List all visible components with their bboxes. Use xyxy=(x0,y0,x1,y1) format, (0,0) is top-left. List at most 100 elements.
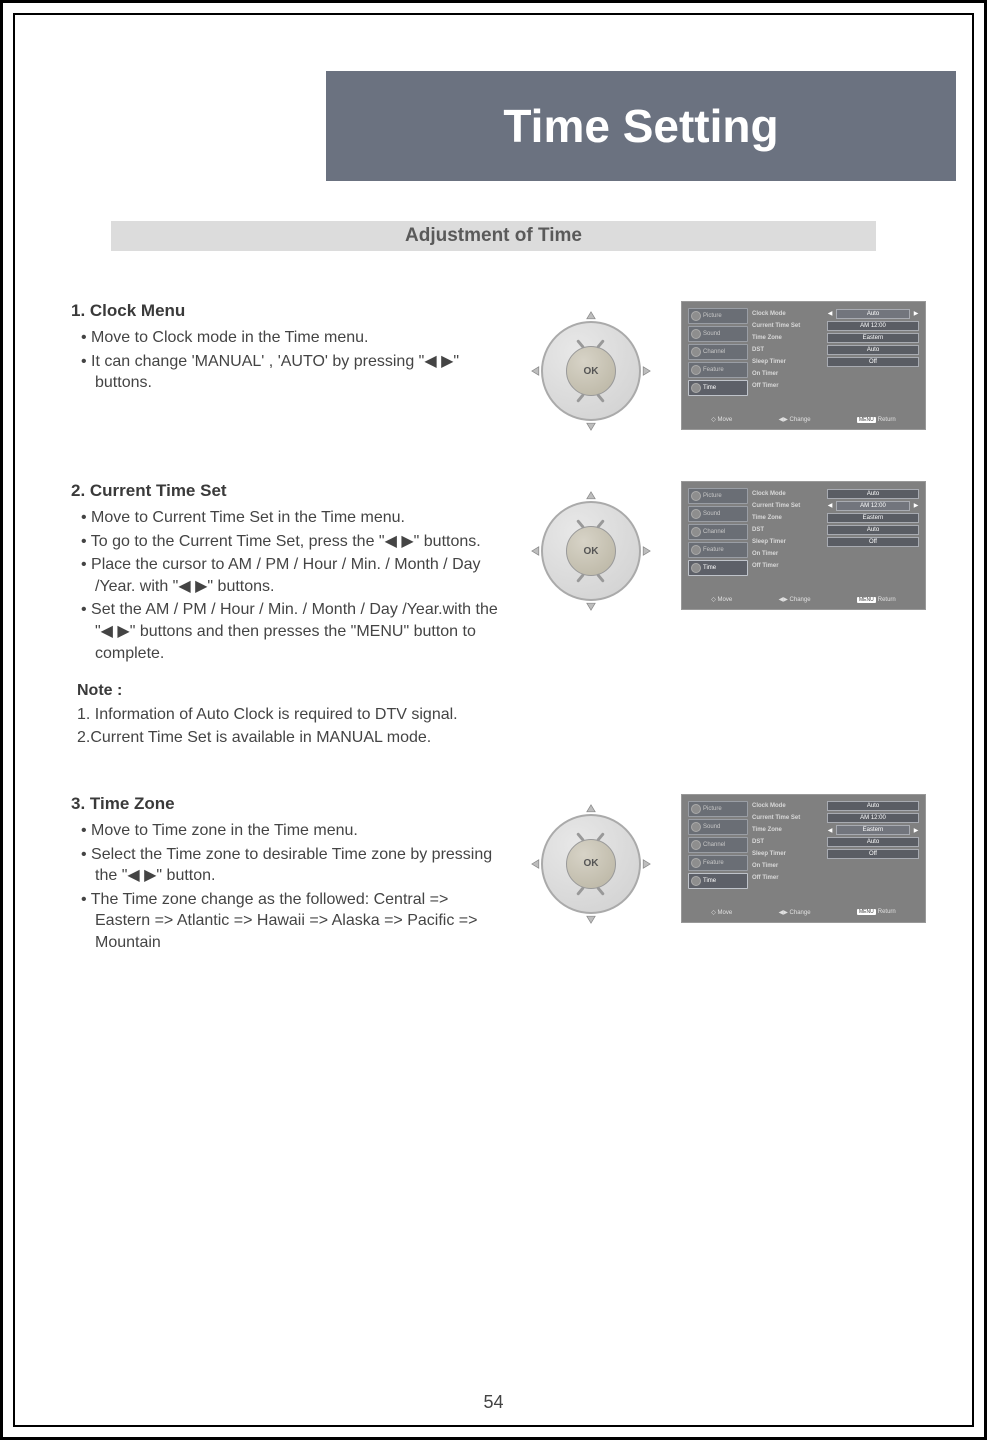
step-1-bullets: Move to Clock mode in the Time menu. It … xyxy=(71,327,501,394)
page-number: 54 xyxy=(3,1392,984,1413)
osd-row: Clock ModeAuto xyxy=(752,488,919,499)
osd-row: Clock ModeAuto xyxy=(752,801,919,812)
osd-row-value: Auto xyxy=(836,309,910,319)
note-line-1: 1. Information of Auto Clock is required… xyxy=(77,704,501,726)
osd-row-label: On Timer xyxy=(752,551,824,557)
osd-row-value: AM 12:00 xyxy=(836,501,910,511)
osd-tab-label: Feature xyxy=(703,860,724,866)
osd-sidebar: PictureSoundChannelFeatureTime xyxy=(688,801,748,889)
osd-tab-feature: Feature xyxy=(688,855,748,871)
osd-row-value: Eastern xyxy=(836,825,910,835)
osd-row-value: Auto xyxy=(827,345,919,355)
osd-foot-move: ◇ Move xyxy=(711,909,732,916)
osd-row: Current Time SetAM 12:00 xyxy=(752,320,919,331)
osd-tab-icon xyxy=(691,545,701,555)
step-2-bullets: Move to Current Time Set in the Time men… xyxy=(71,507,501,664)
step-2-text: 2. Current Time Set Move to Current Time… xyxy=(71,481,501,749)
dpad-up-icon xyxy=(582,487,600,505)
step-3-bullet-3: The Time zone change as the followed: Ce… xyxy=(81,889,501,954)
dpad-illustration-2: OK xyxy=(521,481,661,611)
step-1-heading: 1. Clock Menu xyxy=(71,301,501,321)
page-title-banner: Time Setting xyxy=(326,71,956,181)
osd-tab-label: Sound xyxy=(703,331,720,337)
osd-row: Sleep TimerOff xyxy=(752,536,919,547)
step-1-text: 1. Clock Menu Move to Clock mode in the … xyxy=(71,301,501,396)
dpad-right-icon xyxy=(637,362,655,380)
osd-tab-label: Time xyxy=(703,878,716,884)
left-arrow-icon: ◀ xyxy=(827,827,833,834)
osd-tab-picture: Picture xyxy=(688,308,748,324)
step-2-note: Note : 1. Information of Auto Clock is r… xyxy=(77,682,501,749)
body-area: 1. Clock Menu Move to Clock mode in the … xyxy=(71,301,916,996)
osd-row: Off Timer xyxy=(752,380,919,391)
osd-tab-feature: Feature xyxy=(688,362,748,378)
step-1-bullet-1: Move to Clock mode in the Time menu. xyxy=(81,327,501,349)
osd-screenshot-3-wrap: PictureSoundChannelFeatureTimeClock Mode… xyxy=(681,794,926,923)
note-line-2: 2.Current Time Set is available in MANUA… xyxy=(77,727,501,749)
section-heading: Adjustment of Time xyxy=(405,225,582,247)
osd-tab-icon xyxy=(691,365,701,375)
osd-tab-label: Picture xyxy=(703,493,722,499)
page-title: Time Setting xyxy=(503,99,778,153)
dpad-right-icon xyxy=(637,542,655,560)
osd-row-label: DST xyxy=(752,347,824,353)
osd-row-label: DST xyxy=(752,839,824,845)
osd-screenshot: PictureSoundChannelFeatureTime Clock Mode… xyxy=(681,481,926,610)
step-2-bullet-3: Place the cursor to AM / PM / Hour / Min… xyxy=(81,554,501,597)
step-2-bullet-4: Set the AM / PM / Hour / Min. / Month / … xyxy=(81,599,501,664)
osd-row-label: Current Time Set xyxy=(752,323,824,329)
osd-row-label: DST xyxy=(752,527,824,533)
section-heading-bar: Adjustment of Time xyxy=(111,221,876,251)
osd-row-label: Clock Mode xyxy=(752,491,824,497)
osd-footer: ◇ Move ◀▶ Change MENU Return xyxy=(688,416,919,423)
osd-tab-icon xyxy=(691,804,701,814)
osd-tab-label: Feature xyxy=(703,367,724,373)
osd-foot-move: ◇ Move xyxy=(711,416,732,423)
osd-tab-icon xyxy=(691,858,701,868)
dpad-up-icon xyxy=(582,800,600,818)
right-arrow-icon: ▶ xyxy=(913,310,919,317)
osd-tab-label: Picture xyxy=(703,806,722,812)
osd-row: Off Timer xyxy=(752,560,919,571)
osd-tab-icon xyxy=(691,491,701,501)
osd-tab-sound: Sound xyxy=(688,326,748,342)
osd-sidebar: PictureSoundChannelFeatureTime xyxy=(688,488,748,576)
step-2: 2. Current Time Set Move to Current Time… xyxy=(71,481,916,749)
osd-tab-icon xyxy=(691,840,701,850)
osd-tab-icon xyxy=(691,329,701,339)
osd-footer: ◇ Move ◀▶ Change MENU Return xyxy=(688,909,919,916)
step-3-bullets: Move to Time zone in the Time menu. Sele… xyxy=(71,820,501,954)
osd-row: Sleep TimerOff xyxy=(752,849,919,860)
osd-row: On Timer xyxy=(752,861,919,872)
osd-row: Time Zone◀Eastern▶ xyxy=(752,825,919,836)
osd-row: DSTAuto xyxy=(752,344,919,355)
dpad-left-icon xyxy=(527,855,545,873)
osd-foot-return: MENU Return xyxy=(857,417,896,423)
osd-tab-label: Channel xyxy=(703,529,725,535)
dpad-illustration-1: OK xyxy=(521,301,661,431)
osd-tab-channel: Channel xyxy=(688,344,748,360)
osd-row-label: Current Time Set xyxy=(752,815,824,821)
osd-main: Clock ModeAutoCurrent Time SetAM 12:00Ti… xyxy=(752,801,919,889)
osd-row: Clock Mode◀Auto▶ xyxy=(752,308,919,319)
left-arrow-icon: ◀ xyxy=(827,502,833,509)
osd-row: DSTAuto xyxy=(752,524,919,535)
dpad-left-icon xyxy=(527,362,545,380)
osd-tab-icon xyxy=(691,311,701,321)
osd-tab-channel: Channel xyxy=(688,837,748,853)
osd-tab-channel: Channel xyxy=(688,524,748,540)
osd-tab-label: Channel xyxy=(703,842,725,848)
right-arrow-icon: ▶ xyxy=(913,827,919,834)
menu-badge-icon: MENU xyxy=(857,909,876,915)
dpad-right-icon xyxy=(637,855,655,873)
right-arrow-icon: ▶ xyxy=(913,502,919,509)
osd-row-value: Eastern xyxy=(827,333,919,343)
osd-main: Clock Mode◀Auto▶Current Time SetAM 12:00… xyxy=(752,308,919,396)
left-arrow-icon: ◀ xyxy=(827,310,833,317)
osd-row: DSTAuto xyxy=(752,837,919,848)
osd-foot-change: ◀▶ Change xyxy=(779,596,811,603)
osd-row-label: Off Timer xyxy=(752,563,824,569)
osd-row-value: Auto xyxy=(827,489,919,499)
osd-footer: ◇ Move ◀▶ Change MENU Return xyxy=(688,596,919,603)
osd-row-label: On Timer xyxy=(752,371,824,377)
